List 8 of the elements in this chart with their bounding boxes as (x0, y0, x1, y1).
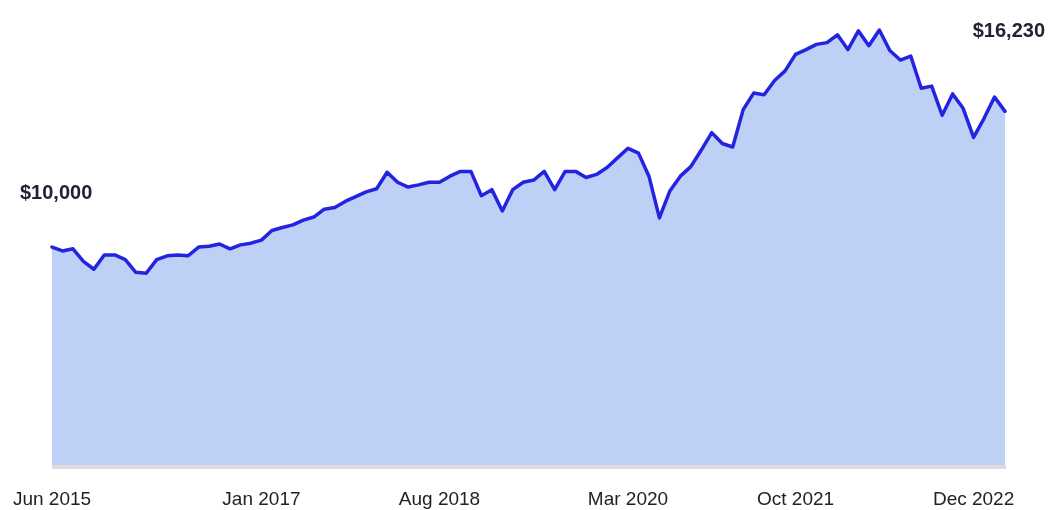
x-tick-label: Dec 2022 (932, 488, 1015, 509)
x-tick-label: Aug 2018 (398, 488, 481, 509)
x-tick-label: Oct 2021 (756, 488, 835, 509)
annotation: $16,230 (972, 19, 1045, 42)
x-tick-label: Jan 2017 (222, 488, 301, 509)
annotation: $10,000 (20, 181, 93, 204)
x-tick-label: Mar 2020 (587, 488, 669, 509)
x-tick-label: Jun 2015 (12, 488, 92, 509)
